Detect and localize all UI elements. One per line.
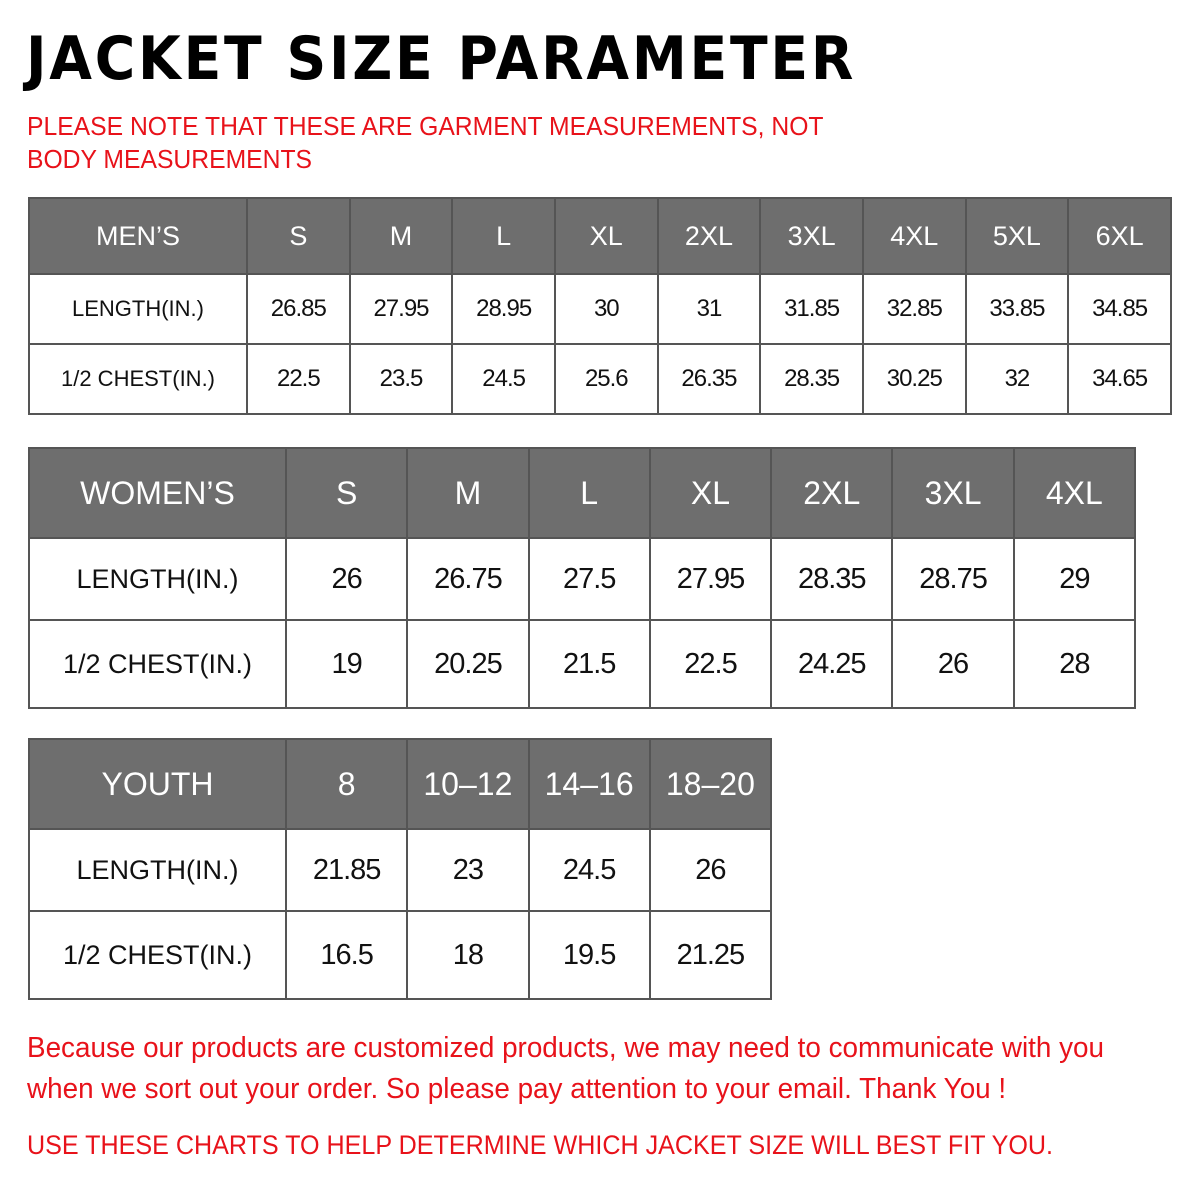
table-cell: 16.5 xyxy=(284,910,409,1000)
table-cell: 21.5 xyxy=(527,619,651,709)
table-cell: 21.25 xyxy=(648,910,773,1000)
row-label: MEN’S xyxy=(28,197,248,275)
table-cell: 23 xyxy=(406,828,530,912)
table-cell: 27.95 xyxy=(648,537,773,621)
table-cell: S xyxy=(246,197,351,275)
table-cell: 30.25 xyxy=(861,343,967,415)
table-cell: 14–16 xyxy=(527,738,651,830)
table-cell: 28 xyxy=(1012,619,1137,709)
table-cell: L xyxy=(451,197,556,275)
table-cell: 26.85 xyxy=(246,273,351,345)
table-cell: 21.85 xyxy=(284,828,409,912)
table-cell: 32 xyxy=(964,343,1070,415)
table-cell: 24.5 xyxy=(527,828,651,912)
table-cell: 10–12 xyxy=(406,738,530,830)
mens-size-table: MEN’S S M L XL 2XL 3XL 4XL 5XL 6XL LENGTH(IN.) 26.8… xyxy=(28,197,1172,415)
table-cell: 5XL xyxy=(964,197,1070,275)
table-cell: 3XL xyxy=(891,447,1015,539)
table-cell: 22.5 xyxy=(648,619,773,709)
table-cell: 2XL xyxy=(656,197,762,275)
table-cell: 28.75 xyxy=(891,537,1015,621)
row-label: LENGTH(IN.) xyxy=(28,828,287,912)
table-cell: 28.35 xyxy=(759,343,864,415)
table-cell: 31.85 xyxy=(759,273,864,345)
table-row: 1/2 CHEST(IN.) 19 20.25 21.5 22.5 24.25 26 28 xyxy=(28,619,1137,709)
table-cell: 23.5 xyxy=(348,343,454,415)
table-cell: L xyxy=(527,447,651,539)
table-cell: 22.5 xyxy=(246,343,351,415)
table-cell: 26 xyxy=(891,619,1015,709)
row-label: 1/2 CHEST(IN.) xyxy=(28,343,248,415)
row-label: WOMEN’S xyxy=(28,447,287,539)
table-cell: 32.85 xyxy=(861,273,967,345)
customization-message: Because our products are customized prod… xyxy=(27,1032,1105,1105)
row-label: 1/2 CHEST(IN.) xyxy=(28,910,287,1000)
footer-note: USE THESE CHARTS TO HELP DETERMINE WHICH… xyxy=(27,1130,1054,1160)
table-header-row: MEN’S S M L XL 2XL 3XL 4XL 5XL 6XL xyxy=(28,197,1172,275)
table-row: 1/2 CHEST(IN.) 16.5 18 19.5 21.25 xyxy=(28,910,773,1000)
table-cell: 24.25 xyxy=(770,619,894,709)
table-cell: 27.5 xyxy=(527,537,651,621)
table-cell: 6XL xyxy=(1067,197,1172,275)
womens-size-table: WOMEN’S S M L XL 2XL 3XL 4XL LENGTH(IN.) 26 26.75 2… xyxy=(28,447,1137,709)
table-cell: S xyxy=(284,447,409,539)
table-cell: 27.95 xyxy=(348,273,454,345)
table-cell: 34.65 xyxy=(1067,343,1172,415)
table-cell: 18–20 xyxy=(648,738,773,830)
table-cell: 24.5 xyxy=(451,343,556,415)
table-cell: 26 xyxy=(648,828,773,912)
youth-size-table: YOUTH 8 10–12 14–16 18–20 LENGTH(IN.) 21.85 23 2… xyxy=(28,738,773,1000)
row-label: LENGTH(IN.) xyxy=(28,537,287,621)
row-label: YOUTH xyxy=(28,738,287,830)
table-cell: 19 xyxy=(284,619,409,709)
table-cell: M xyxy=(406,447,530,539)
table-cell: 3XL xyxy=(759,197,864,275)
table-header-row: YOUTH 8 10–12 14–16 18–20 xyxy=(28,738,773,830)
measurement-note: PLEASE NOTE THAT THESE ARE GARMENT MEASU… xyxy=(27,111,824,174)
table-header-row: WOMEN’S S M L XL 2XL 3XL 4XL xyxy=(28,447,1137,539)
table-cell: 28.95 xyxy=(451,273,556,345)
table-cell: 4XL xyxy=(861,197,967,275)
table-cell: 34.85 xyxy=(1067,273,1172,345)
table-cell: 26.75 xyxy=(406,537,530,621)
table-cell: 29 xyxy=(1012,537,1137,621)
row-label: LENGTH(IN.) xyxy=(28,273,248,345)
page-title: JACKET SIZE PARAMETER xyxy=(26,24,857,94)
table-cell: 30 xyxy=(553,273,659,345)
table-cell: 31 xyxy=(656,273,762,345)
table-cell: 28.35 xyxy=(770,537,894,621)
table-row: LENGTH(IN.) 26.85 27.95 28.95 30 31 31.85 32.85… xyxy=(28,273,1172,345)
table-cell: 2XL xyxy=(770,447,894,539)
table-cell: 18 xyxy=(406,910,530,1000)
table-cell: M xyxy=(348,197,454,275)
table-cell: 26.35 xyxy=(656,343,762,415)
table-cell: 8 xyxy=(284,738,409,830)
table-cell: 26 xyxy=(284,537,409,621)
table-row: LENGTH(IN.) 26 26.75 27.5 27.95 28.35 28.75 29 xyxy=(28,537,1137,621)
table-cell: 4XL xyxy=(1012,447,1137,539)
table-cell: 19.5 xyxy=(527,910,651,1000)
table-cell: 25.6 xyxy=(553,343,659,415)
row-label: 1/2 CHEST(IN.) xyxy=(28,619,287,709)
table-row: 1/2 CHEST(IN.) 22.5 23.5 24.5 25.6 26.35 28.35… xyxy=(28,343,1172,415)
table-row: LENGTH(IN.) 21.85 23 24.5 26 xyxy=(28,828,773,912)
table-cell: 20.25 xyxy=(406,619,530,709)
table-cell: 33.85 xyxy=(964,273,1070,345)
table-cell: XL xyxy=(648,447,773,539)
table-cell: XL xyxy=(553,197,659,275)
